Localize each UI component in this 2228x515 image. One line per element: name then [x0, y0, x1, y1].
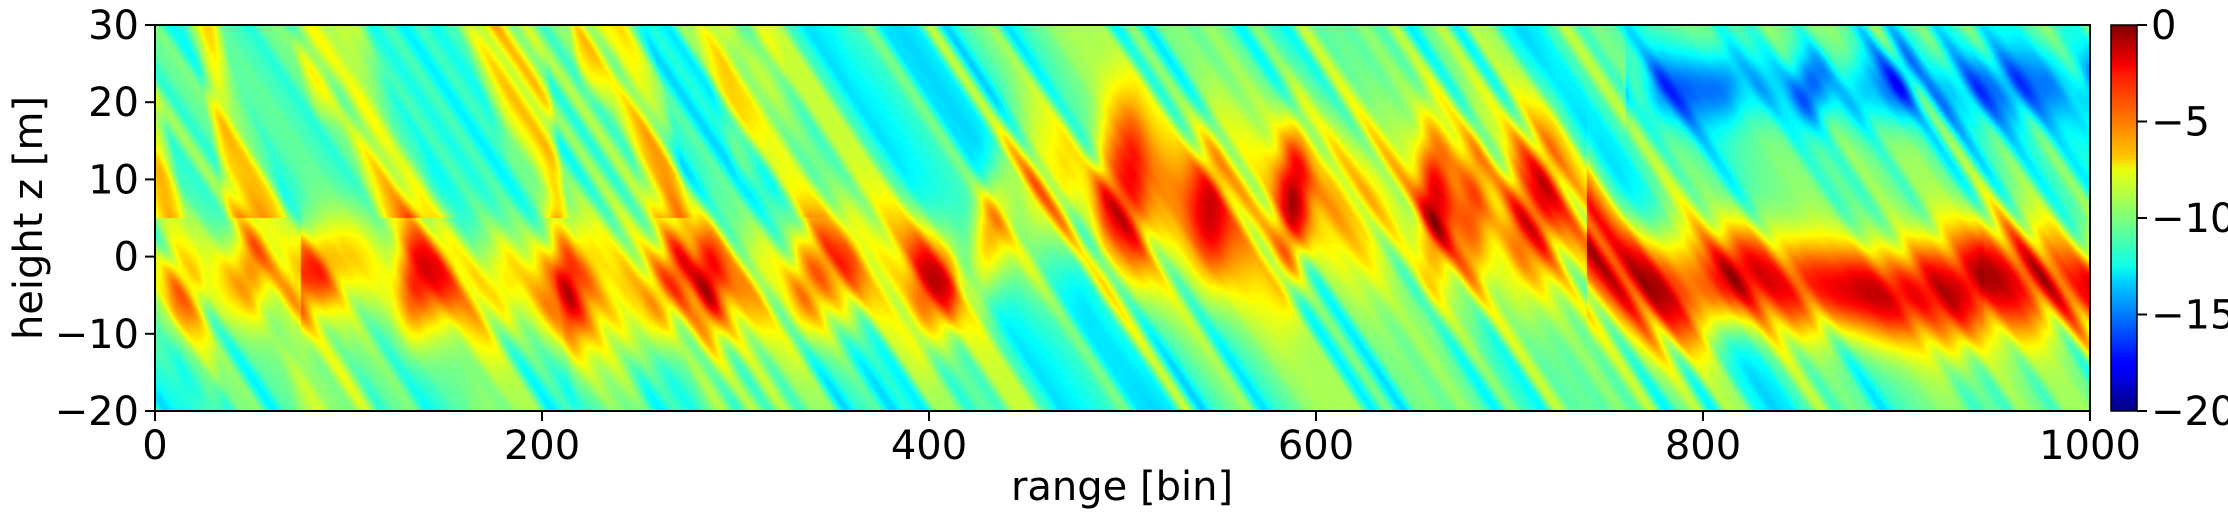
y-tick-label: −10 — [55, 312, 139, 358]
y-axis-label: height z [m] — [6, 96, 52, 340]
heatmap-area-container — [155, 25, 2090, 411]
y-tick-label: 0 — [114, 235, 139, 281]
x-tick-label: 0 — [142, 423, 167, 469]
colorbar-tick-label: −5 — [2151, 100, 2210, 146]
colorbar-tick-label: −20 — [2151, 389, 2228, 435]
x-tick-label: 400 — [891, 423, 967, 469]
plot-frame — [154, 24, 2091, 412]
y-tick-label: 20 — [88, 80, 139, 126]
x-tick-label: 800 — [1665, 423, 1741, 469]
colorbar-ticks: 0 −5 −10 −15 −20 — [2137, 3, 2228, 435]
y-tick-label: 10 — [88, 157, 139, 203]
colorbar-tick-label: 0 — [2151, 3, 2176, 49]
colorbar-tick-label: −10 — [2151, 196, 2228, 242]
colorbar-tick-label: −15 — [2151, 293, 2228, 339]
x-tick-label: 1000 — [2039, 423, 2141, 469]
colorbar — [2110, 24, 2138, 412]
x-axis-label: range [bin] — [1011, 464, 1233, 510]
y-axis-ticks: −20 −10 0 10 20 30 — [55, 3, 155, 435]
y-tick-label: 30 — [88, 3, 139, 49]
x-tick-label: 600 — [1278, 423, 1354, 469]
x-axis-ticks: 0 200 400 600 800 1000 — [142, 411, 2141, 469]
y-tick-label: −20 — [55, 389, 139, 435]
x-tick-label: 200 — [504, 423, 580, 469]
heatmap-area — [155, 25, 2090, 411]
